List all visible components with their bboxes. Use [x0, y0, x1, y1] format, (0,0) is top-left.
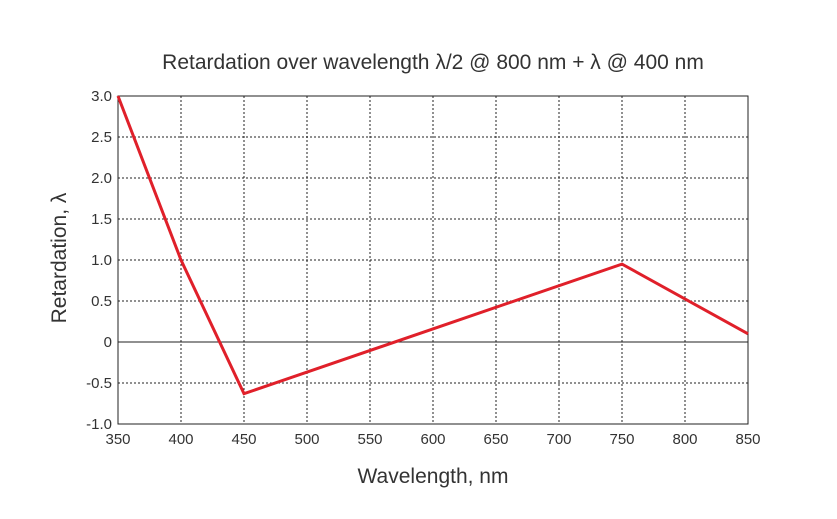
x-tick-label: 650 — [483, 431, 508, 448]
y-tick-labels: -1.0 -0.5 0 0.5 1.0 1.5 2.0 2.5 3.0 — [86, 88, 112, 433]
y-tick-label: 2.0 — [91, 170, 112, 187]
chart-title: Retardation over wavelength λ/2 @ 800 nm… — [162, 51, 704, 74]
x-axis-title: Wavelength, nm — [358, 465, 509, 488]
y-tick-label: 3.0 — [91, 88, 112, 105]
series-line — [116, 95, 749, 396]
x-tick-label: 500 — [294, 431, 319, 448]
y-tick-label: 0 — [104, 334, 112, 351]
x-tick-label: 850 — [735, 431, 760, 448]
x-tick-label: 800 — [672, 431, 697, 448]
y-tick-label: -0.5 — [86, 375, 112, 392]
x-tick-label: 550 — [357, 431, 382, 448]
x-tick-label: 600 — [420, 431, 445, 448]
y-tick-label: 1.5 — [91, 211, 112, 228]
y-tick-label: -1.0 — [86, 416, 112, 433]
x-tick-label: 750 — [609, 431, 634, 448]
x-tick-label: 400 — [168, 431, 193, 448]
y-axis-title: Retardation, λ — [48, 192, 71, 323]
y-tick-label: 0.5 — [91, 293, 112, 310]
y-tick-label: 2.5 — [91, 129, 112, 146]
x-tick-labels: 350 400 450 500 550 600 650 700 750 800 850 — [105, 431, 760, 448]
x-tick-label: 350 — [105, 431, 130, 448]
x-tick-label: 450 — [231, 431, 256, 448]
x-tick-label: 700 — [546, 431, 571, 448]
y-tick-label: 1.0 — [91, 252, 112, 269]
plot-frame — [117, 95, 749, 425]
series-group — [116, 95, 749, 396]
grid-lines — [118, 96, 748, 424]
